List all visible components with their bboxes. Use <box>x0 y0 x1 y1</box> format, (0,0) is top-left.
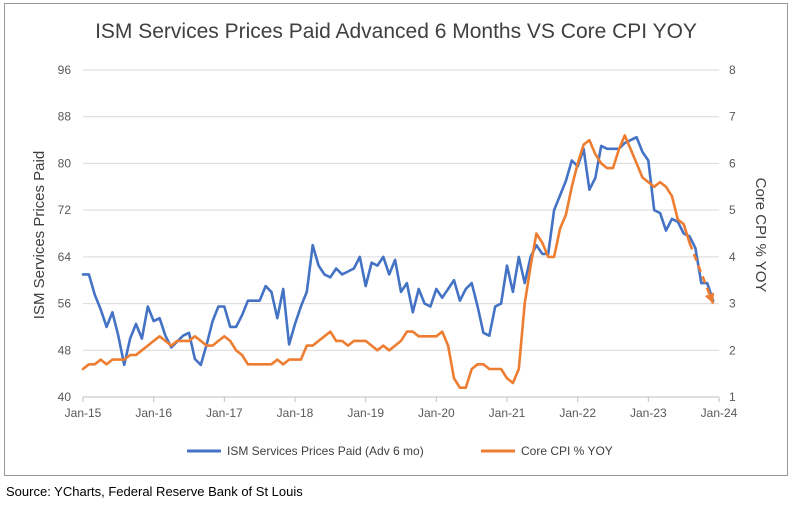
left-axis-ticks: 40 48 56 64 72 80 88 96 <box>58 63 72 404</box>
right-tick-label: 8 <box>729 63 736 77</box>
left-tick-label: 80 <box>58 156 72 170</box>
x-tick-label: Jan-17 <box>206 406 243 420</box>
right-tick-label: 4 <box>729 250 736 264</box>
left-tick-label: 72 <box>58 203 72 217</box>
x-tick-label: Jan-19 <box>347 406 384 420</box>
x-tick-label: Jan-20 <box>418 406 455 420</box>
right-tick-label: 6 <box>729 156 736 170</box>
right-axis-title: Core CPI % YOY <box>752 178 769 293</box>
x-tick-label: Jan-16 <box>135 406 172 420</box>
left-tick-label: 48 <box>58 343 72 357</box>
x-tick-label: Jan-22 <box>559 406 596 420</box>
legend-label-ism: ISM Services Prices Paid (Adv 6 mo) <box>227 444 424 458</box>
source-note: Source: YCharts, Federal Reserve Bank of… <box>6 484 303 499</box>
core-cpi-series-line <box>81 134 691 389</box>
right-axis-ticks: 1 2 3 4 5 6 7 8 <box>729 63 736 404</box>
x-tick-label: Jan-21 <box>489 406 526 420</box>
right-tick-label: 7 <box>729 110 736 124</box>
x-axis-ticks: Jan-15 Jan-16 Jan-17 Jan-18 Jan-19 Jan-20 Jan-… <box>65 397 738 420</box>
legend-label-cpi: Core CPI % YOY <box>521 444 613 458</box>
chart-svg: ISM Services Prices Paid Advanced 6 Mont… <box>31 20 769 458</box>
legend: ISM Services Prices Paid (Adv 6 mo) Core… <box>187 444 613 458</box>
x-tick-label: Jan-23 <box>630 406 667 420</box>
right-tick-label: 3 <box>729 297 736 311</box>
chart-frame: ISM Services Prices Paid Advanced 6 Mont… <box>4 3 788 476</box>
x-tick-label: Jan-24 <box>701 406 738 420</box>
left-tick-label: 40 <box>58 390 72 404</box>
left-tick-label: 64 <box>58 250 72 264</box>
core-cpi-projection-dashed <box>688 242 715 305</box>
left-tick-label: 96 <box>58 63 72 77</box>
left-axis-title: ISM Services Prices Paid <box>31 151 48 319</box>
ism-series-line <box>81 135 715 367</box>
x-tick-label: Jan-15 <box>65 406 102 420</box>
right-tick-label: 5 <box>729 203 736 217</box>
chart-title: ISM Services Prices Paid Advanced 6 Mont… <box>95 20 697 43</box>
x-tick-label: Jan-18 <box>277 406 314 420</box>
series-layer <box>81 134 715 389</box>
right-tick-label: 2 <box>729 343 736 357</box>
left-tick-label: 56 <box>58 297 72 311</box>
right-tick-label: 1 <box>729 390 736 404</box>
left-tick-label: 88 <box>58 110 72 124</box>
core-cpi-projection-arrow <box>704 292 715 304</box>
gridlines <box>83 69 719 398</box>
